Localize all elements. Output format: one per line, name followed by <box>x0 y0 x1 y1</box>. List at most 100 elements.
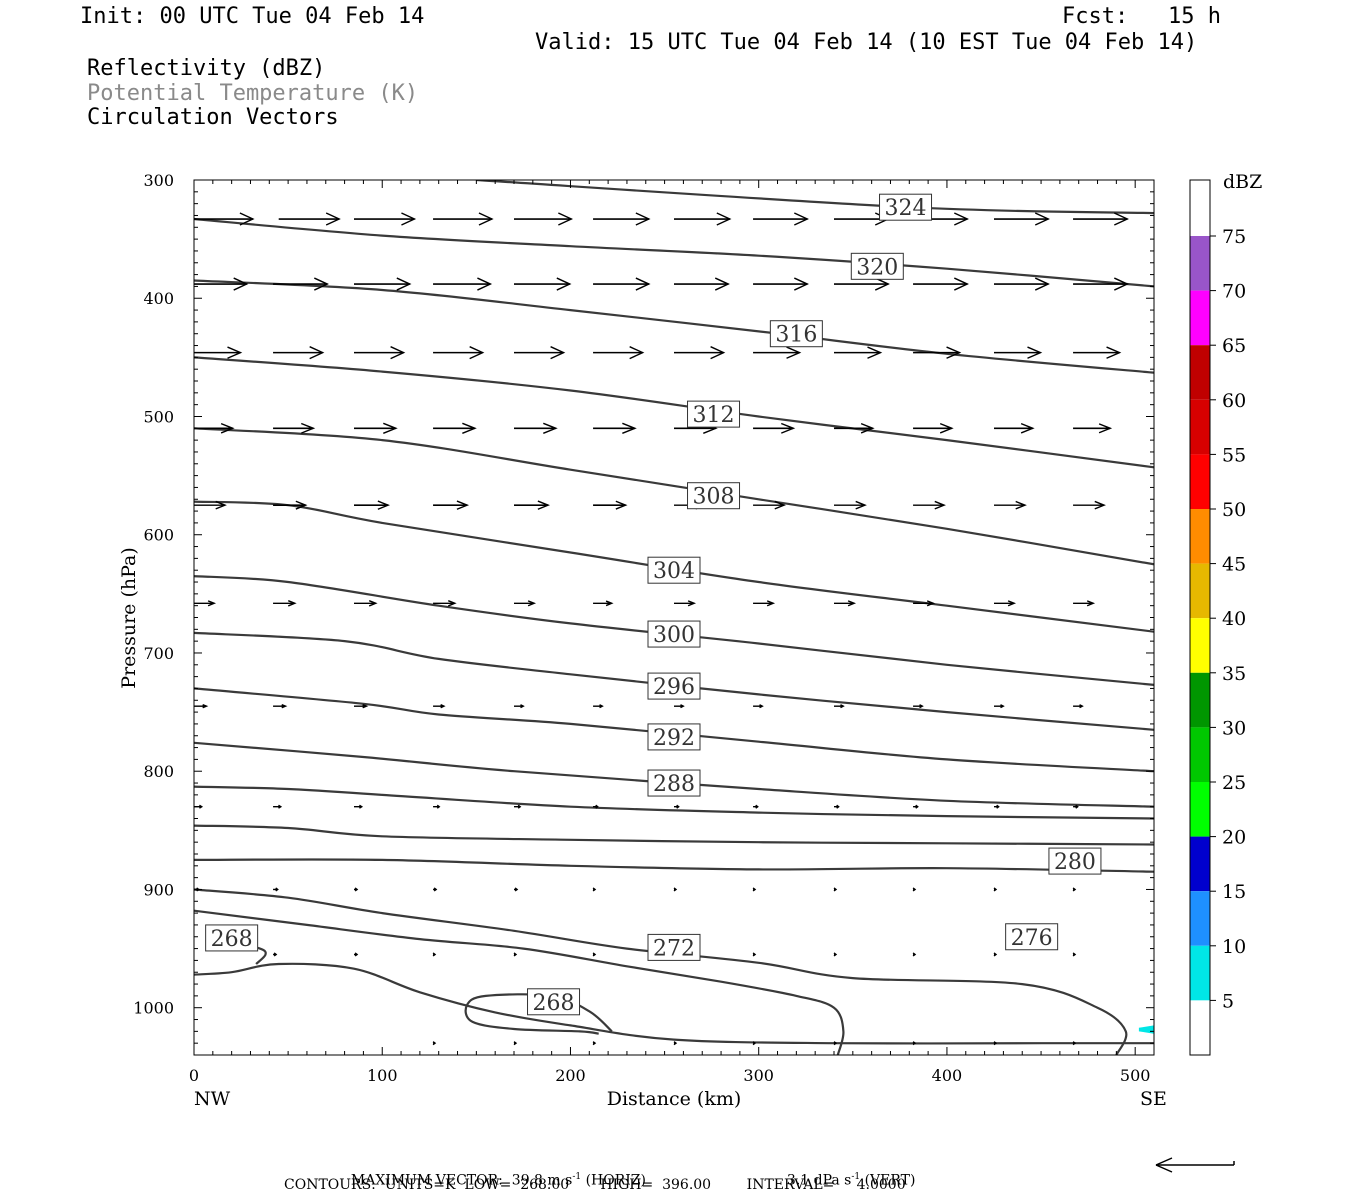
isentrope-label-box <box>205 924 259 952</box>
circulation-vector <box>273 500 308 510</box>
colorbar-frame <box>1189 179 1211 1056</box>
isentrope-label-box <box>647 933 701 961</box>
isentrope-label: 320 <box>856 255 898 280</box>
circulation-vector <box>913 704 924 709</box>
circulation-vector <box>194 423 235 434</box>
circulation-vector <box>593 600 614 607</box>
colorbar-tick-label: 25 <box>1222 772 1246 794</box>
circulation-vector <box>834 423 875 434</box>
circulation-vector <box>1073 804 1079 809</box>
circulation-vector <box>994 704 1005 709</box>
isentrope-label: 316 <box>775 323 817 348</box>
circulation-vector <box>674 346 726 360</box>
circulation-vector <box>674 704 685 709</box>
colorbar-tick-label: 60 <box>1222 390 1246 412</box>
isentrope-line <box>194 631 1154 731</box>
forecast-hours: 15 h <box>1168 4 1221 29</box>
colorbar-tick-label: 45 <box>1222 554 1246 576</box>
circulation-vector <box>354 500 390 510</box>
colorbar-cell <box>1190 618 1210 673</box>
circulation-vector <box>753 212 809 226</box>
x-tick-label: 400 <box>932 1066 963 1085</box>
isentrope-label: 280 <box>1054 850 1096 875</box>
y-tick-label: 800 <box>143 762 174 781</box>
circulation-vector <box>913 423 954 434</box>
isentrope-label-box <box>1005 923 1059 951</box>
circulation-vector <box>593 804 599 809</box>
circulation-vector <box>593 212 651 226</box>
circulation-vector <box>593 346 645 360</box>
isentrope-label: 312 <box>693 403 735 428</box>
circulation-vector <box>433 704 446 709</box>
circulation-vector <box>354 600 378 607</box>
circulation-vector <box>194 212 255 226</box>
circulation-vector <box>674 600 697 607</box>
circulation-vector <box>194 500 227 510</box>
isentrope-label-box <box>879 193 933 221</box>
circulation-vector <box>592 887 597 892</box>
circulation-vector <box>1073 277 1129 291</box>
circulation-vector <box>1072 952 1077 957</box>
isentrope-label-box <box>647 723 701 751</box>
colorbar-tick-label: 30 <box>1222 717 1246 739</box>
isentrope-label: 308 <box>693 485 735 510</box>
isentrope-line <box>194 909 845 1055</box>
isentrope-label: 268 <box>533 991 575 1016</box>
colorbar-tick-label: 5 <box>1222 990 1234 1012</box>
y-tick-label: 400 <box>143 289 174 308</box>
circulation-vector <box>913 600 936 607</box>
init-time: Init: 00 UTC Tue 04 Feb 14 <box>80 4 425 29</box>
circulation-vector <box>752 887 757 892</box>
colorbar-cell <box>1190 290 1210 346</box>
colorbar-tick-label: 35 <box>1222 663 1246 685</box>
isentrope-label: 324 <box>885 196 927 221</box>
circulation-vector <box>912 952 917 957</box>
isentrope-line <box>194 824 1154 846</box>
circulation-vector <box>994 277 1050 291</box>
colorbar-tick-label: 10 <box>1222 936 1246 958</box>
isentrope-label: 292 <box>653 726 695 751</box>
isentrope-label-box <box>647 672 701 700</box>
circulation-vector <box>913 804 919 809</box>
circulation-vector <box>674 804 680 809</box>
field-title-vectors: Circulation Vectors <box>87 105 339 130</box>
circulation-vector <box>994 500 1027 510</box>
circulation-vector <box>673 887 678 892</box>
y-axis-title: Pressure (hPa) <box>118 547 140 689</box>
circulation-vector <box>834 600 857 607</box>
circulation-vector <box>354 212 417 226</box>
circulation-vector <box>354 952 359 957</box>
circulation-vector <box>432 1041 437 1046</box>
colorbar-tick-label: 20 <box>1222 827 1246 849</box>
circulation-vector <box>514 887 519 892</box>
reference-vector-arrow <box>1155 1157 1235 1173</box>
y-tick-label: 500 <box>143 407 174 426</box>
circulation-vector <box>354 346 406 360</box>
colorbar-tick-label: 65 <box>1222 335 1246 357</box>
y-tick-label: 700 <box>143 644 174 663</box>
circulation-vector <box>674 212 732 226</box>
circulation-vector <box>994 346 1043 359</box>
reflectivity-patch <box>1138 1025 1154 1034</box>
field-title-reflectivity: Reflectivity (dBZ) <box>87 56 326 81</box>
colorbar-cell <box>1190 563 1210 619</box>
isentrope-label-box <box>687 482 741 510</box>
circulation-vector <box>194 600 217 607</box>
isentrope-line <box>194 279 1154 374</box>
circulation-vector <box>354 804 364 809</box>
circulation-vector <box>432 952 437 957</box>
isentrope-line <box>476 180 1154 215</box>
x-tick-label: 300 <box>743 1066 774 1085</box>
circulation-vector <box>994 804 1000 809</box>
max-vector-horiz-tag: (HORIZ) <box>585 1172 646 1189</box>
isentrope-line <box>194 687 1154 773</box>
circulation-vector <box>753 804 759 809</box>
circulation-vector <box>593 500 628 510</box>
circulation-vector <box>1073 423 1113 434</box>
circulation-vector <box>753 422 796 434</box>
circulation-vector <box>433 600 457 607</box>
circulation-vector <box>753 600 776 607</box>
max-vector-vert-line: 3.1 dPa s-1 (VERT) <box>778 1159 916 1188</box>
circulation-vector <box>833 952 838 957</box>
